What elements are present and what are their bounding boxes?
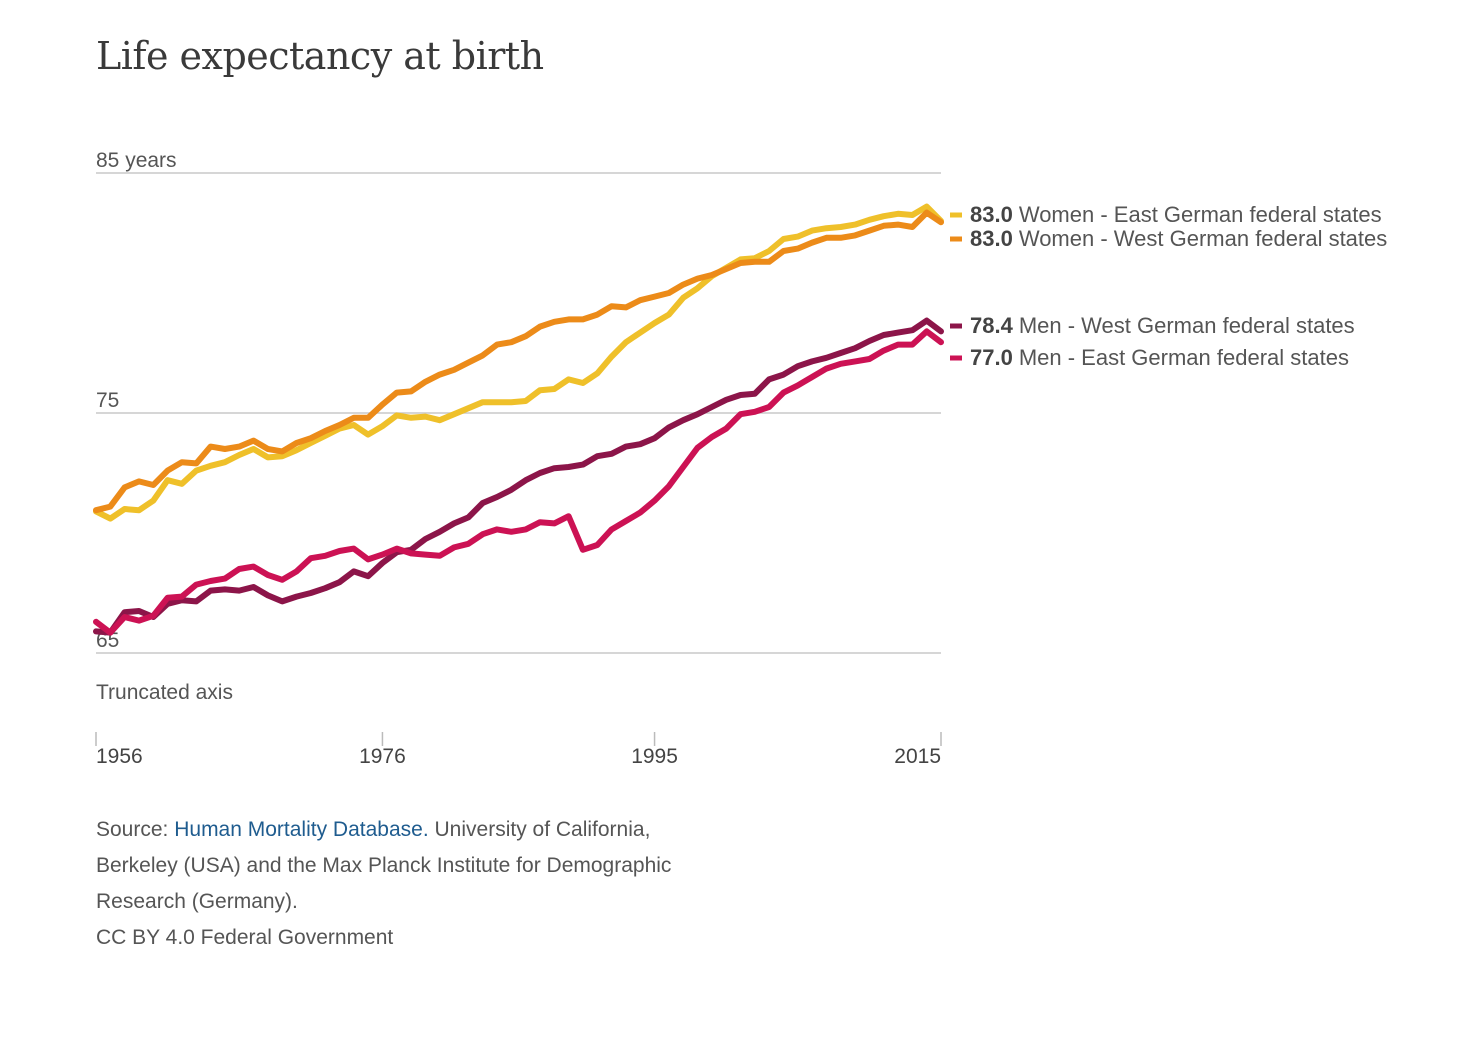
source-details: University of California, Berkeley (USA)… xyxy=(96,818,672,913)
series-labels: 83.0 Women - East German federal states83… xyxy=(950,202,1387,370)
source-prefix: Source: xyxy=(96,818,175,841)
truncated-axis-note: Truncated axis xyxy=(96,681,233,704)
source-note: Source: Human Mortality Database. Univer… xyxy=(96,812,736,956)
series-label-2: 83.0 Women - West German federal states xyxy=(970,226,1387,251)
series-line-3 xyxy=(93,317,944,636)
x-tick-label-1956: 1956 xyxy=(96,745,143,768)
y-tick-label-75: 75 xyxy=(96,389,119,412)
series-line-2 xyxy=(93,209,944,514)
y-tick-label-85: 85 years xyxy=(96,149,177,172)
x-tick-label-1976: 1976 xyxy=(359,745,406,768)
series-line-1 xyxy=(93,203,944,522)
series-name-1: Women - East German federal states xyxy=(1019,202,1382,227)
source-link[interactable]: Human Mortality Database. xyxy=(174,818,429,841)
series-lines xyxy=(93,203,944,636)
chart-title: Life expectancy at birth xyxy=(96,34,544,78)
series-value-4: 77.0 xyxy=(970,345,1013,370)
series-name-3: Men - West German federal states xyxy=(1019,313,1355,338)
series-value-1: 83.0 xyxy=(970,202,1013,227)
gridlines xyxy=(96,172,941,654)
source-text: Source: Human Mortality Database. Univer… xyxy=(96,812,736,920)
series-value-3: 78.4 xyxy=(970,313,1014,338)
x-tick-label-1995: 1995 xyxy=(631,745,678,768)
series-line-4 xyxy=(93,328,944,636)
series-label-3: 78.4 Men - West German federal states xyxy=(970,313,1355,338)
series-name-2: Women - West German federal states xyxy=(1019,226,1387,251)
license-text: CC BY 4.0 Federal Government xyxy=(96,926,394,949)
series-name-4: Men - East German federal states xyxy=(1019,345,1349,370)
series-label-1: 83.0 Women - East German federal states xyxy=(970,202,1382,227)
x-axis-ticks: 1956 1976 1995 2015 xyxy=(95,732,942,768)
series-label-4: 77.0 Men - East German federal states xyxy=(970,345,1349,370)
x-tick-label-2015: 2015 xyxy=(894,745,941,768)
series-value-2: 83.0 xyxy=(970,226,1013,251)
